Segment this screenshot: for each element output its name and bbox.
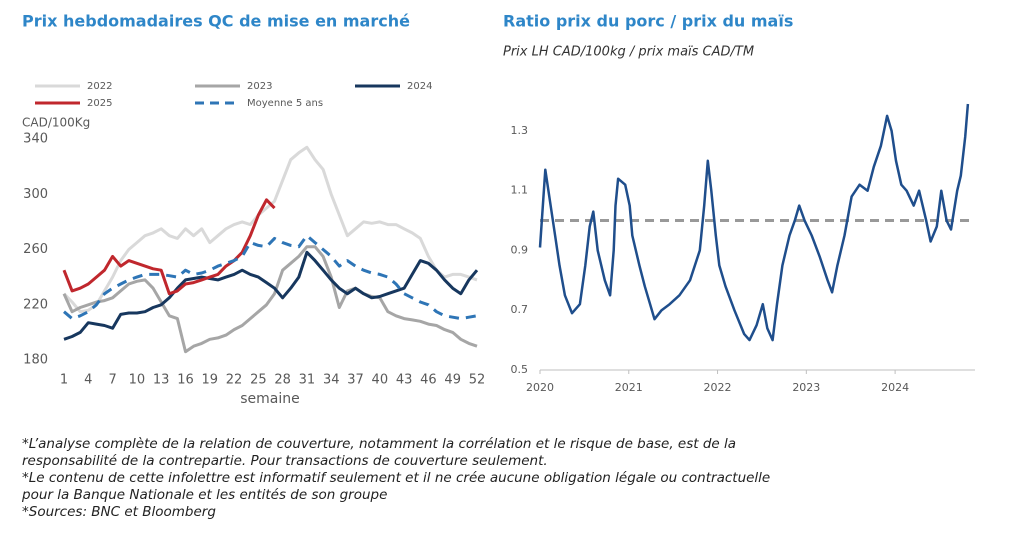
y-tick-label: 1.1 [511,184,529,197]
y-tick-label: 220 [23,297,48,312]
y-tick-label: 300 [23,187,48,202]
x-tick-label: 37 [347,373,364,388]
x-tick-label: 19 [201,373,218,388]
x-tick-label: 2021 [615,381,643,394]
series-line [63,250,479,341]
x-tick-label: 4 [84,373,92,388]
y-tick-label: 0.9 [511,243,529,256]
x-tick-label: 2022 [704,381,732,394]
footnote: pour la Banque Nationale et les entités … [22,487,388,503]
legend-label: 2024 [407,81,432,92]
footnote: responsabilité de la contrepartie. Pour … [22,453,548,469]
y-tick-label: 340 [23,132,48,147]
legend-label: 2022 [87,81,112,92]
y-axis-label: CAD/100Kg [22,116,90,130]
x-tick-label: 34 [323,373,340,388]
chart-title: Prix hebdomadaires QC de mise en marché [22,12,410,31]
footnote: *L’analyse complète de la relation de co… [22,436,737,452]
x-tick-label: 2024 [881,381,909,394]
chart-subtitle: Prix LH CAD/100kg / prix maïs CAD/TM [503,45,754,60]
y-tick-label: 180 [23,353,48,368]
series-line [62,245,478,354]
legend-label: 2025 [87,98,112,109]
footnote: *Sources: BNC et Bloomberg [22,504,216,520]
y-tick-label: 1.3 [511,124,529,137]
footnote: *Le contenu de cette infolettre est info… [22,470,771,486]
x-tick-label: 25 [250,373,267,388]
series-line [538,103,970,342]
x-tick-label: 10 [129,373,146,388]
x-tick-label: 2023 [792,381,820,394]
x-tick-label: 16 [177,373,194,388]
x-tick-label: 7 [108,373,116,388]
x-tick-label: 43 [396,373,413,388]
charts: Prix hebdomadaires QC de mise en marché … [22,12,975,407]
series-line [62,198,276,296]
x-tick-label: 13 [153,373,170,388]
x-tick-label: 22 [226,373,243,388]
x-tick-label: 2020 [526,381,554,394]
series-line [63,234,478,321]
y-tick-label: 0.7 [511,303,529,316]
legend-label: Moyenne 5 ans [247,98,323,109]
y-tick-label: 260 [23,242,48,257]
y-tick-label: 0.5 [511,363,529,376]
chart-title: Ratio prix du porc / prix du maïs [503,12,793,31]
x-tick-label: 46 [420,373,437,388]
x-tick-label: 52 [469,373,486,388]
x-tick-label: 1 [60,373,68,388]
footnotes: *L’analyse complète de la relation de co… [22,436,770,521]
legend-label: 2023 [247,81,272,92]
x-tick-label: 28 [274,373,291,388]
x-tick-label: 31 [299,373,316,388]
x-axis-label: semaine [240,391,300,407]
x-tick-label: 40 [372,373,389,388]
x-tick-label: 49 [444,373,461,388]
